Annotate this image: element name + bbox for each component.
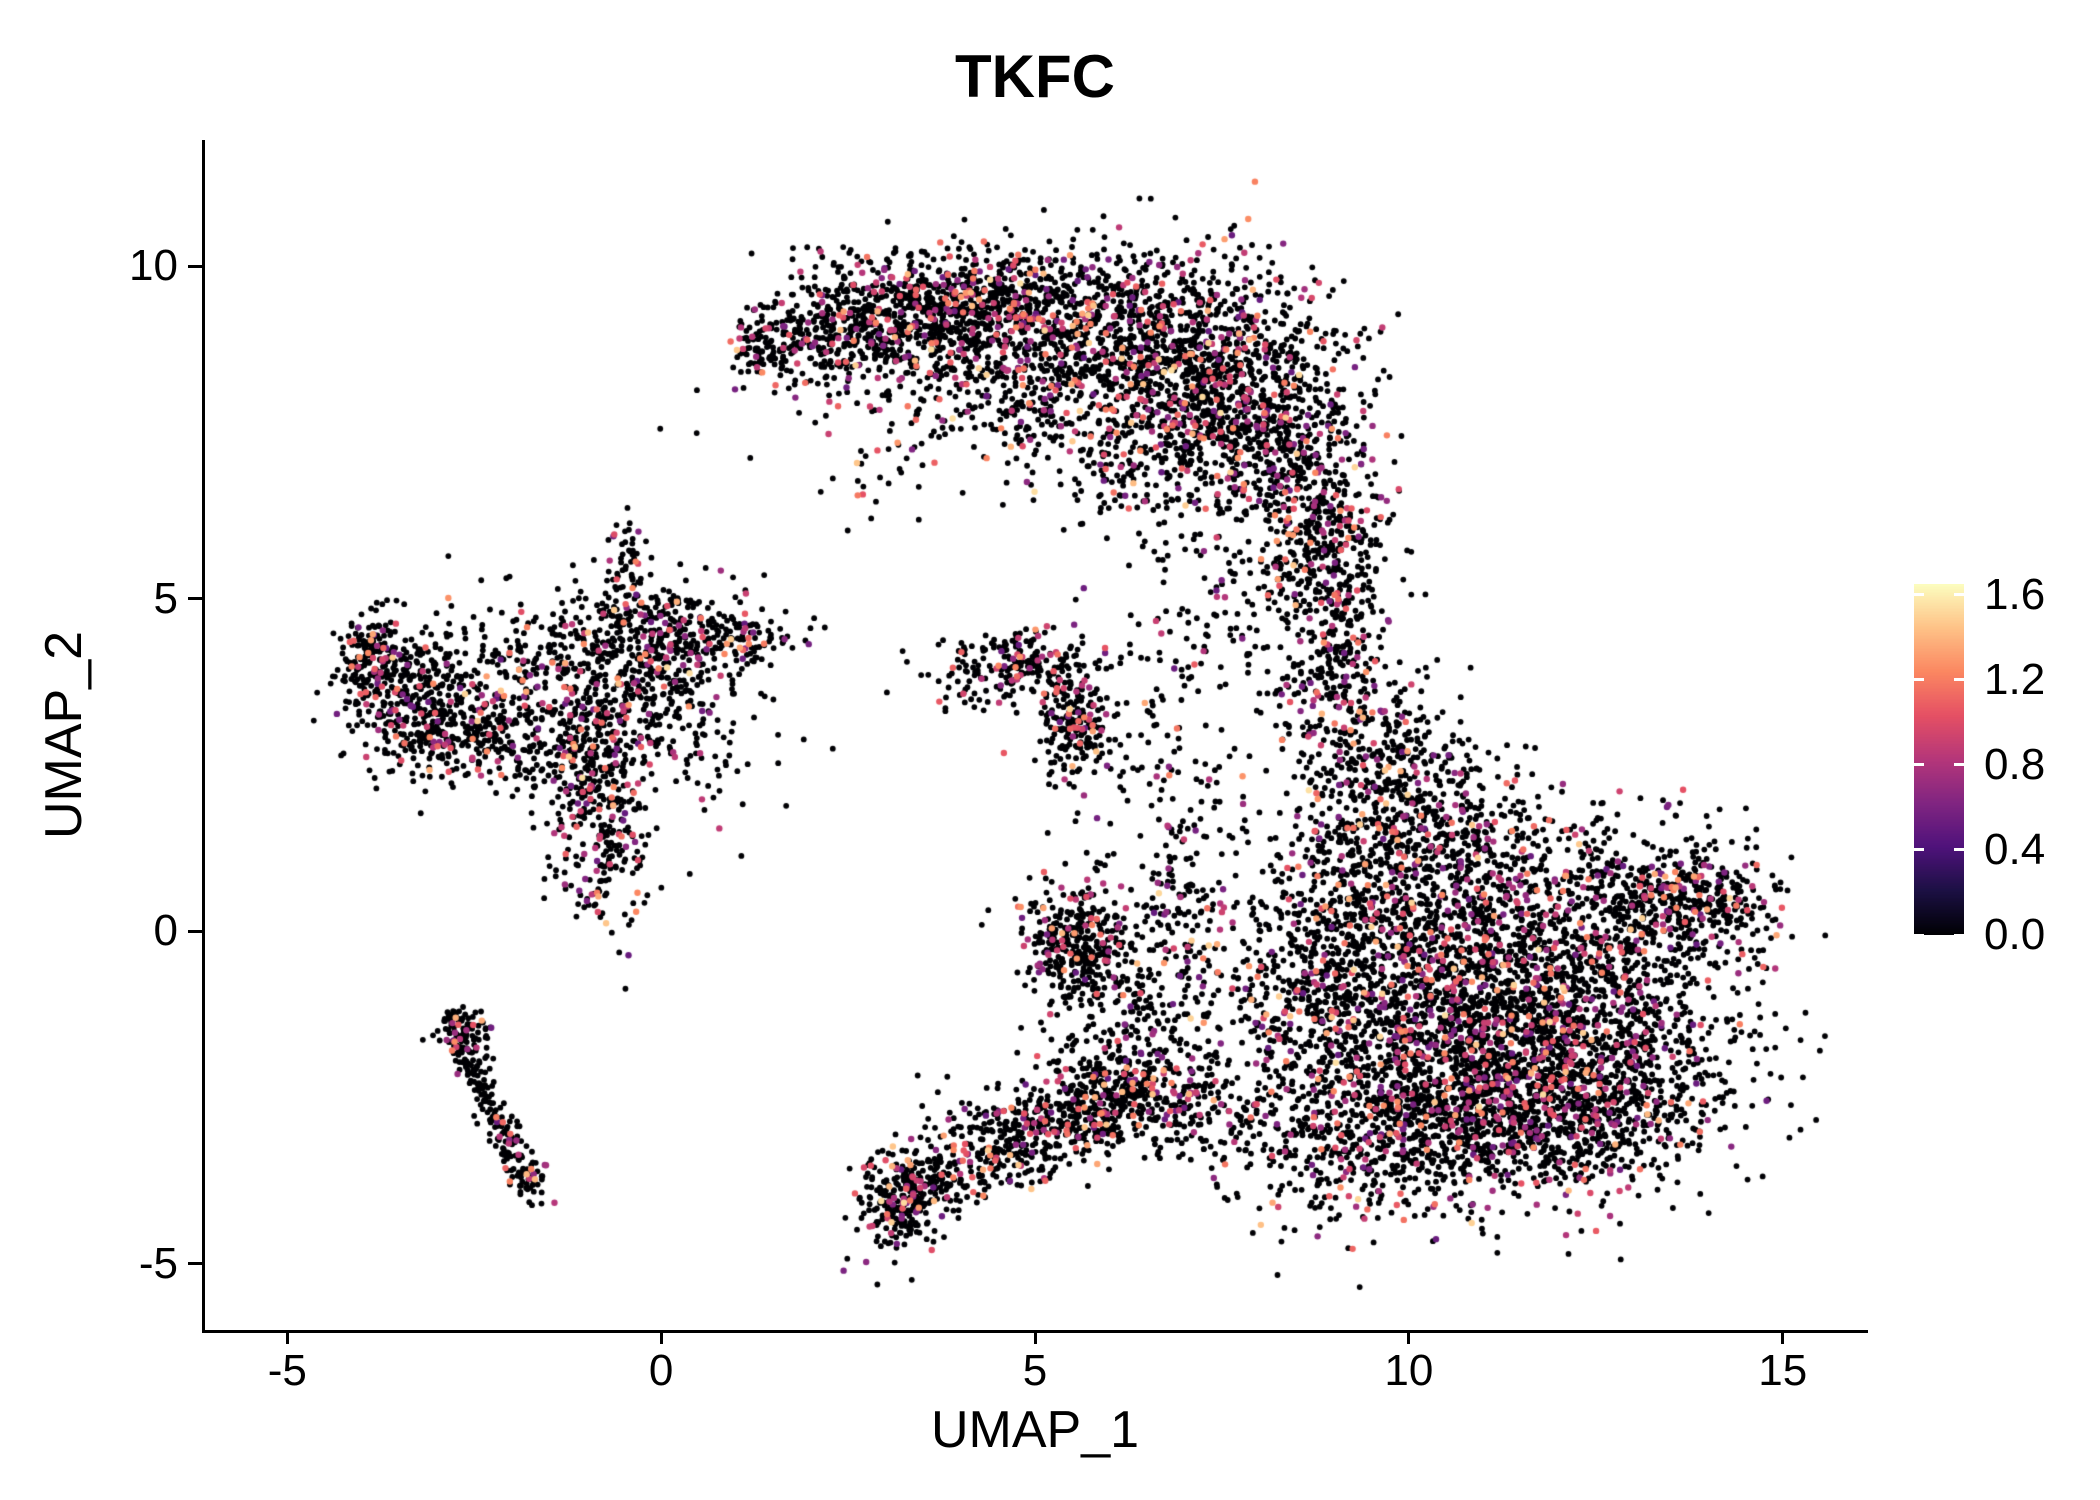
y-tick-mark	[188, 1262, 202, 1266]
colorbar-tick-mark	[1954, 678, 1964, 682]
x-tick-label: 10	[1384, 1346, 1434, 1395]
colorbar-tick-label: 0.0	[1984, 910, 2046, 959]
x-axis-label: UMAP_1	[930, 1401, 1140, 1459]
y-tick-mark	[188, 929, 202, 933]
y-tick-label: 5	[153, 573, 178, 623]
x-tick-label: -5	[267, 1346, 307, 1395]
y-tick-label: 0	[153, 906, 178, 956]
x-tick-mark	[659, 1330, 663, 1344]
colorbar-tick-mark	[1954, 763, 1964, 767]
colorbar-tick-mark	[1914, 848, 1924, 852]
y-axis-label: UMAP_2	[35, 630, 93, 840]
colorbar-tick-mark	[1954, 933, 1964, 937]
y-axis-line	[202, 140, 205, 1333]
x-tick-label: 15	[1758, 1346, 1808, 1395]
x-tick-label: 0	[648, 1346, 674, 1395]
x-tick-mark	[1781, 1330, 1785, 1344]
x-tick-mark	[285, 1330, 289, 1344]
umap-scatter-canvas	[205, 140, 1865, 1330]
colorbar-gradient	[1914, 584, 1964, 935]
x-tick-mark	[1407, 1330, 1411, 1344]
x-tick-mark	[1033, 1330, 1037, 1344]
colorbar-tick-mark	[1954, 593, 1964, 597]
colorbar-tick-label: 0.4	[1984, 824, 2046, 874]
y-tick-mark	[188, 597, 202, 601]
y-tick-mark	[188, 264, 202, 268]
colorbar-tick-mark	[1914, 933, 1924, 937]
colorbar-tick-label: 0.8	[1984, 739, 2046, 789]
y-tick-label: 10	[129, 241, 178, 291]
colorbar-tick-mark	[1914, 678, 1924, 682]
colorbar-tick-mark	[1914, 763, 1924, 767]
colorbar-tick-mark	[1914, 593, 1924, 597]
x-tick-label: 5	[1022, 1346, 1048, 1395]
colorbar-tick-mark	[1954, 848, 1964, 852]
colorbar-tick-label: 1.6	[1984, 569, 2046, 619]
plot-title: TKFC	[955, 43, 1115, 110]
y-tick-label: -5	[138, 1238, 178, 1288]
colorbar-tick-label: 1.2	[1984, 654, 2046, 704]
